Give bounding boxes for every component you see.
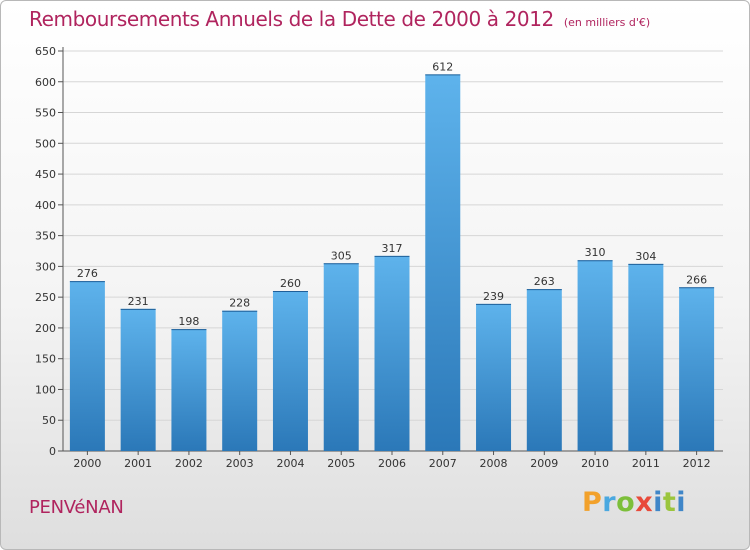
bar [526,289,562,451]
data-label: 198 [178,315,199,328]
y-tick-label: 200 [35,322,56,335]
logo-letter: i [676,487,687,518]
y-tick-label: 150 [35,353,56,366]
y-tick-label: 650 [35,45,56,58]
data-label: 304 [635,250,656,263]
x-tick-label: 2012 [683,457,711,470]
logo-letter: r [602,487,617,518]
data-label: 612 [432,60,453,73]
logo-letter: x [635,487,654,518]
x-tick-label: 2003 [226,457,254,470]
x-tick-label: 2002 [175,457,203,470]
bar [222,310,258,451]
y-tick-label: 0 [49,445,56,458]
data-label: 263 [534,275,555,288]
bar [374,255,410,451]
x-tick-label: 2005 [327,457,355,470]
proxiti-logo: Proxiti [582,487,686,518]
data-label: 239 [483,290,504,303]
y-tick-label: 500 [35,137,56,150]
x-tick-label: 2011 [632,457,660,470]
x-tick-label: 2008 [480,457,508,470]
y-tick-label: 300 [35,260,56,273]
y-tick-label: 250 [35,291,56,304]
chart-title-row: Remboursements Annuels de la Dette de 20… [29,7,650,31]
bar [628,263,664,451]
logo-letter: t [662,487,677,518]
y-tick-label: 350 [35,230,56,243]
y-tick-label: 100 [35,383,56,396]
bar [323,263,359,451]
data-label: 231 [128,295,149,308]
y-tick-label: 400 [35,199,56,212]
commune-name: PENVéNAN [29,497,124,518]
x-tick-label: 2009 [530,457,558,470]
x-tick-label: 2000 [73,457,101,470]
data-label: 317 [382,242,403,255]
data-label: 260 [280,277,301,290]
x-tick-label: 2001 [124,457,152,470]
bar [171,329,207,451]
data-label: 228 [229,297,250,310]
y-tick-label: 450 [35,168,56,181]
logo-letter: i [653,487,663,518]
bar [120,308,156,451]
bar [69,281,105,451]
bar [425,74,461,451]
bar [272,291,308,451]
data-label: 276 [77,267,98,280]
x-tick-label: 2007 [429,457,457,470]
x-tick-label: 2010 [581,457,609,470]
data-label: 310 [585,246,606,259]
y-tick-label: 50 [42,414,56,427]
x-tick-label: 2006 [378,457,406,470]
bar [476,303,512,451]
bar [679,287,715,451]
data-label: 305 [331,249,352,262]
data-label: 266 [686,273,707,286]
y-tick-label: 600 [35,76,56,89]
x-tick-label: 2004 [276,457,304,470]
chart-title: Remboursements Annuels de la Dette de 20… [29,7,554,31]
logo-letter: o [616,487,636,518]
y-tick-label: 550 [35,107,56,120]
logo-letter: P [582,487,603,518]
chart-unit: (en milliers d'€) [563,16,651,29]
bar [577,260,613,451]
